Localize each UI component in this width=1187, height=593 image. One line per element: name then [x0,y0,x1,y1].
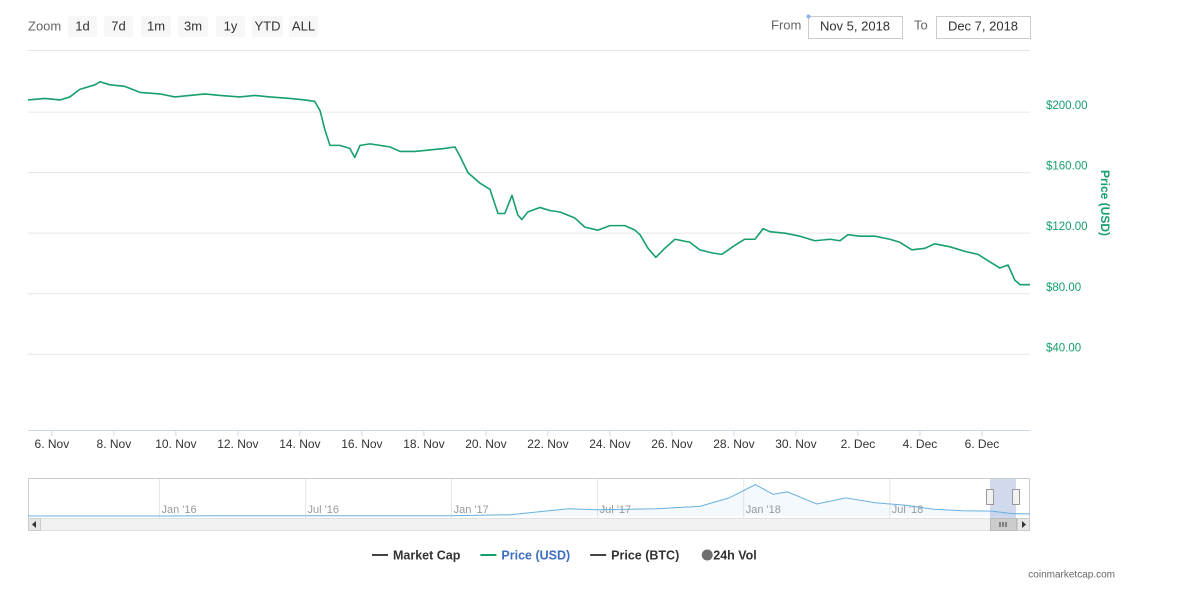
zoom-button[interactable] [178,16,208,37]
y-axis-title: Price (USD) [1098,170,1112,236]
zoom-button[interactable] [252,16,283,37]
x-tick-label: 22. Nov [527,437,568,451]
to-input-box[interactable] [936,16,1031,39]
x-tick-label: 10. Nov [155,437,196,451]
x-tick-label: 18. Nov [403,437,444,451]
zoom-button[interactable] [104,16,133,37]
to-input[interactable]: Dec 7, 2018 [948,18,1018,33]
x-tick-label: 12. Nov [217,437,258,451]
x-tick-label: 28. Nov [713,437,754,451]
zoom-button[interactable] [289,16,318,37]
x-tick-label: 2. Dec [841,437,876,451]
zoom-button-label[interactable]: 1m [147,18,165,33]
legend-symbol[interactable] [701,549,713,561]
zoom-button[interactable] [141,16,171,37]
navigator-tick-label: Jan '18 [746,504,781,516]
navigator-tick-label: Jan '17 [454,504,489,516]
zoom-button-label[interactable]: 1d [75,18,89,33]
price-line [27,80,1030,286]
x-tick-label: 4. Dec [903,437,938,451]
x-tick-label: 8. Nov [97,437,132,451]
navigator-tick-label: Jan '16 [161,504,196,516]
x-tick-label: 6. Nov [35,437,70,451]
to-label: To [914,17,928,32]
arrow-right-icon [1022,521,1026,528]
y-tick-label: $40.00 [1046,342,1081,354]
legend-label[interactable]: Price (BTC) [611,548,679,562]
y-tick-label: $160.00 [1046,161,1088,173]
y-tick-label: $80.00 [1046,282,1081,294]
zoom-button[interactable] [216,16,245,37]
navigator-tick-label: Jul '16 [308,504,339,516]
zoom-button[interactable] [68,16,97,37]
zoom-button-label[interactable]: 3m [184,18,202,33]
x-tick-label: 6. Dec [965,437,1000,451]
zoom-button-label[interactable]: YTD [255,18,281,33]
thumb-grip [999,522,1007,527]
x-tick-label: 26. Nov [651,437,692,451]
navigator-area [28,484,1030,516]
input-marker [806,14,811,19]
legend-label[interactable]: Price (USD) [501,548,570,562]
x-tick-label: 16. Nov [341,437,382,451]
from-label: From [771,17,801,32]
from-input[interactable]: Nov 5, 2018 [820,18,890,33]
zoom-button-label[interactable]: ALL [292,18,315,33]
navigator-line [28,484,1031,517]
y-tick-label: $120.00 [1046,221,1088,233]
navigator-handle-right[interactable] [1012,489,1020,505]
navigator-handle-left[interactable] [986,489,994,505]
zoom-label: Zoom [28,18,61,33]
x-tick-label: 30. Nov [775,437,816,451]
x-tick-label: 20. Nov [465,437,506,451]
zoom-button-label[interactable]: 7d [111,18,125,33]
legend-label[interactable]: 24h Vol [713,548,757,562]
navigator-frame [28,478,1030,519]
scrollbar-track[interactable] [28,518,1030,531]
zoom-button-label[interactable]: 1y [224,18,238,33]
y-tick-label: $200.00 [1046,100,1088,112]
x-tick-label: 14. Nov [279,437,320,451]
credit: coinmarketcap.com [1028,570,1115,581]
x-tick-label: 24. Nov [589,437,630,451]
from-input-box[interactable] [808,16,903,39]
arrow-left-icon [32,521,36,528]
legend-label[interactable]: Market Cap [393,548,461,562]
